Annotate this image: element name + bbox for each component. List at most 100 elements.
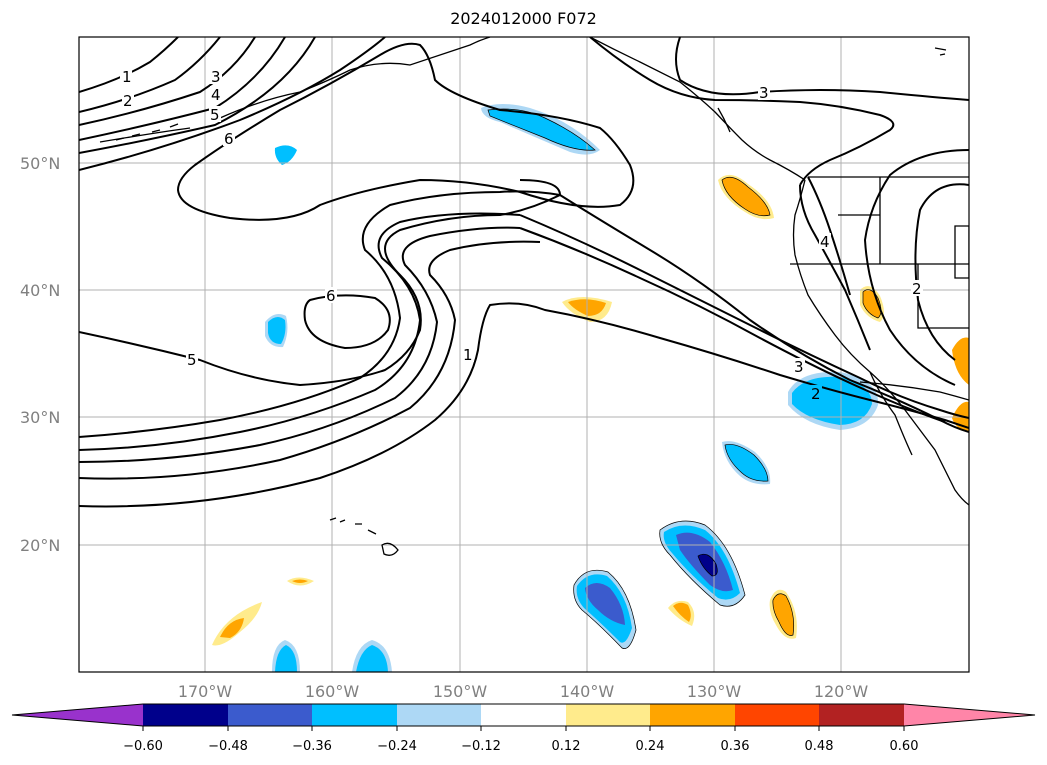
colorbar-segment — [735, 704, 819, 726]
anomaly-blob-neg — [268, 316, 286, 344]
colorbar-segment — [481, 704, 566, 726]
svg-text:3: 3 — [211, 68, 221, 86]
anomaly-outline — [772, 593, 795, 636]
us-mexico-border — [859, 381, 969, 401]
contour-label-group: 1 2 3 4 5 6 6 5 — [120, 68, 923, 403]
anomaly-blob-neg — [356, 645, 388, 672]
svg-text:1: 1 — [463, 346, 473, 364]
lat-label: 50°N — [20, 154, 60, 173]
anomaly-blob-neg — [488, 109, 595, 151]
lon-label: 120°W — [814, 682, 869, 701]
alaska-panhandle — [589, 37, 806, 181]
svg-text:5: 5 — [210, 106, 220, 124]
contour-label: 4 — [210, 86, 222, 104]
colorbar-segment — [228, 704, 312, 726]
contour-wave-3 — [79, 226, 521, 463]
colorbar-segment — [650, 704, 735, 726]
lon-labels: 170°W 160°W 150°W 140°W 130°W 120°W — [178, 682, 869, 701]
svg-text:4: 4 — [820, 233, 830, 251]
north-american-coast — [792, 179, 969, 506]
anomaly-blob-pos — [673, 602, 691, 622]
anomaly-outline — [697, 553, 718, 577]
haida-gwaii — [717, 107, 731, 133]
colorbar-segment — [566, 704, 650, 726]
anomaly-blob-pos — [772, 593, 794, 636]
graticule — [79, 37, 969, 672]
colorbar-extend-max — [904, 704, 1035, 726]
anomaly-blob-neg — [275, 645, 297, 672]
contour-5-nw — [79, 37, 316, 154]
anomaly-blob-pos — [722, 177, 770, 216]
svg-text:3: 3 — [759, 84, 769, 102]
colorbar-ticks — [142, 726, 905, 731]
contour-label: 6 — [223, 130, 235, 148]
anomaly-blob-pos — [220, 618, 244, 638]
hawaii-islands — [329, 517, 399, 556]
state-border-1 — [954, 225, 969, 279]
contour-4-ne — [807, 176, 851, 296]
contour-east-loop — [863, 149, 969, 386]
anomaly-outline — [721, 176, 771, 217]
colorbar-tick-label: 0.36 — [721, 739, 750, 754]
lat-label: 40°N — [20, 281, 60, 300]
svg-text:1: 1 — [122, 68, 132, 86]
great-lakes-fragment — [934, 47, 947, 56]
colorbar-segment — [312, 704, 397, 726]
contour-ne-short — [799, 184, 871, 351]
anomaly-blob-neg — [274, 145, 297, 165]
contour-label: 2 — [810, 385, 822, 403]
plot-title: 2024012000 F072 — [450, 9, 597, 28]
map-frame — [78, 36, 970, 673]
contour-1-main — [79, 302, 969, 508]
contour-label: 2 — [911, 280, 923, 298]
lon-label: 150°W — [433, 682, 488, 701]
colorbar-tick-label: 0.60 — [890, 739, 919, 754]
colorbar-segment — [397, 704, 481, 726]
colorbar-tick-label: −0.12 — [461, 739, 501, 754]
alaska-coast — [99, 37, 491, 143]
svg-text:5: 5 — [187, 351, 197, 369]
aleutians — [115, 123, 179, 141]
contour-label: 1 — [120, 68, 132, 86]
lat-label: 20°N — [20, 536, 60, 555]
contour-3-east — [519, 214, 969, 419]
contour-label: 5 — [186, 351, 198, 369]
anomaly-blob-neg — [585, 583, 625, 625]
colorbar: −0.60 −0.48 −0.36 −0.24 −0.12 0.12 0.24 … — [11, 703, 1036, 754]
contour-east-loop-2 — [914, 183, 969, 361]
anomaly-blob-pos — [292, 579, 308, 583]
svg-text:6: 6 — [326, 287, 336, 305]
contour-1-nw — [79, 37, 179, 93]
contour-wave-2 — [79, 212, 521, 451]
anomaly-blob-neg — [698, 554, 718, 576]
contour-label: 3 — [210, 68, 222, 86]
anomaly-outline — [573, 569, 637, 649]
lon-label: 140°W — [560, 682, 615, 701]
svg-text:2: 2 — [811, 385, 821, 403]
colorbar-tick-label: −0.24 — [377, 739, 417, 754]
contour-label: 4 — [819, 233, 831, 251]
contour-wave-4 — [79, 240, 541, 480]
contour-label: 2 — [122, 92, 134, 110]
anomaly-blob-pos — [952, 337, 969, 385]
colorbar-segment — [143, 704, 228, 726]
svg-text:6: 6 — [224, 130, 234, 148]
contour-2-nw — [79, 37, 221, 113]
contour-label: 6 — [325, 287, 337, 305]
anomaly-outline — [659, 520, 746, 607]
contour-6-nw — [79, 37, 386, 171]
colorbar-tick-label: 0.24 — [636, 739, 665, 754]
colorbar-tick-label: 0.48 — [805, 739, 834, 754]
contour-label: 3 — [758, 84, 770, 102]
svg-text:2: 2 — [912, 280, 922, 298]
svg-text:3: 3 — [794, 358, 804, 376]
colorbar-tick-label: −0.36 — [292, 739, 332, 754]
contour-label: 3 — [793, 358, 805, 376]
contour-3-ne — [589, 37, 895, 186]
contour-wave-1 — [79, 190, 561, 438]
lon-label: 130°W — [687, 682, 742, 701]
contour-label: 5 — [209, 106, 221, 124]
svg-text:4: 4 — [211, 86, 221, 104]
lon-label: 170°W — [178, 682, 233, 701]
